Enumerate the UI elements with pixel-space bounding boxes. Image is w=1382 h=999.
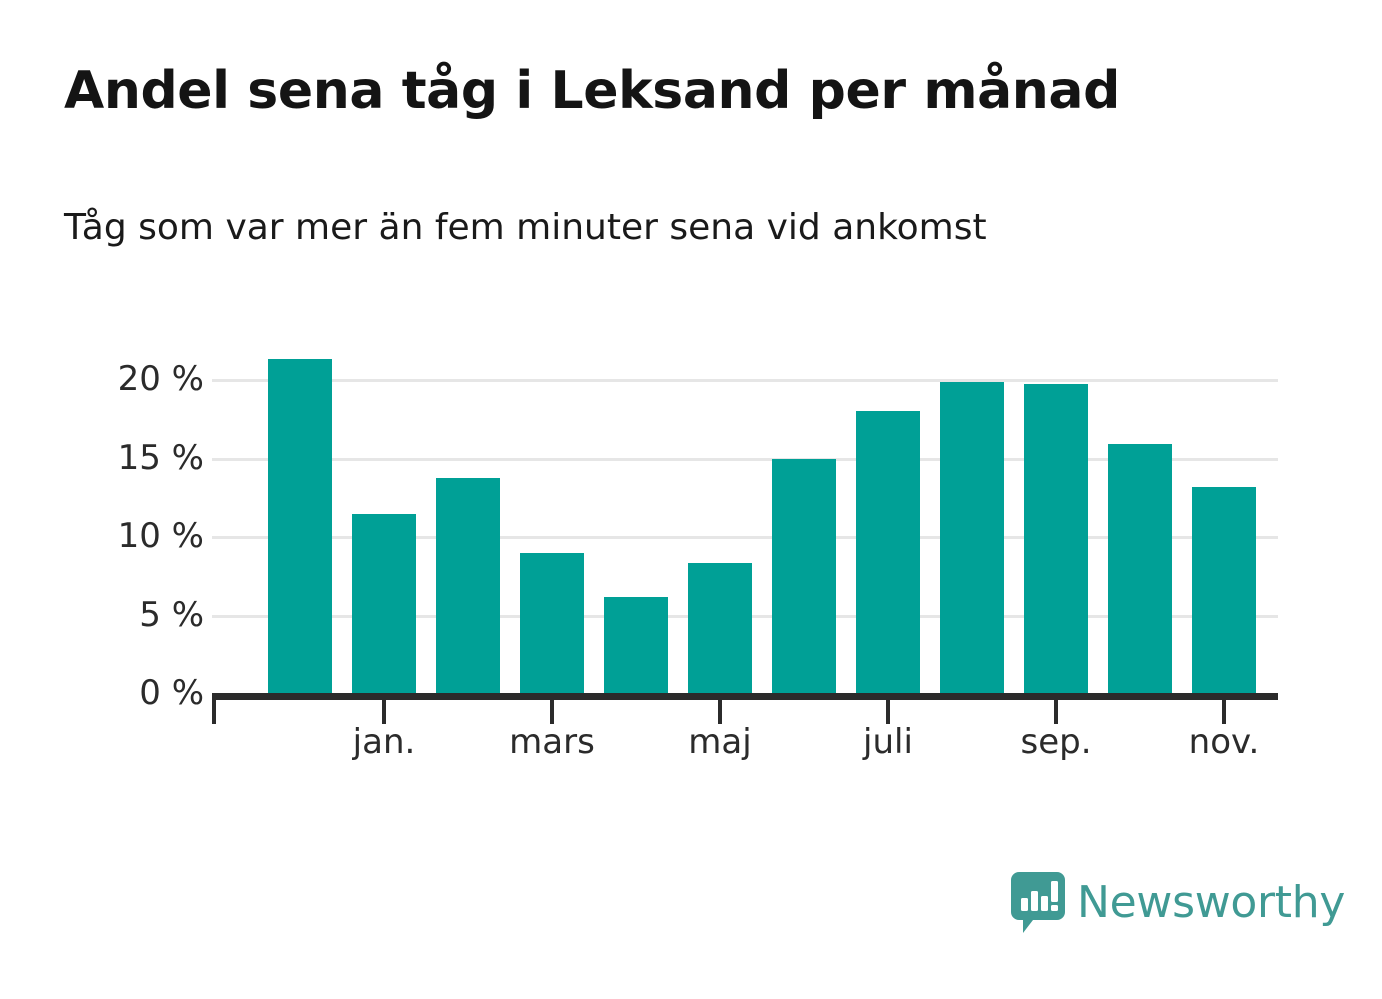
x-axis-tick-label: maj [688,722,752,762]
bar [436,478,500,693]
x-axis-tick [886,700,890,724]
bar [520,553,584,693]
bar [1108,443,1172,693]
bar [1024,383,1088,693]
x-axis-ticks [212,700,1278,724]
y-axis-tick-label: 5 % [139,594,204,635]
x-axis-line [212,693,1278,700]
y-axis-tick-label: 0 % [139,673,204,713]
y-axis-tick-label: 15 % [117,437,204,478]
y-axis-tick-label: 10 % [117,516,204,557]
x-axis-labels: jan. mars maj juli sep. nov. [212,722,1278,772]
chart-subtitle: Tåg som var mer än fem minuter sena vid … [64,207,987,248]
x-axis-tick-label: jan. [352,722,416,762]
bar [688,562,752,693]
logo-wordmark: Newsworthy [1077,877,1346,928]
bar [268,358,332,693]
x-axis-tick-label: mars [509,722,595,762]
gridline [212,536,1278,540]
x-axis-tick-label: juli [863,722,913,762]
bars-layer [212,340,1278,693]
x-axis-tick [550,700,554,724]
page-title: Andel sena tåg i Leksand per månad [64,61,1120,121]
x-axis-tick [718,700,722,724]
bar [604,597,668,693]
newsworthy-bubble-chart-icon [1011,872,1065,933]
y-axis-labels: 0 % 5 % 10 % 15 % 20 % [64,340,204,710]
gridline [212,379,1278,383]
bar [772,459,836,693]
bar [856,410,920,693]
plot-area [212,340,1278,700]
x-axis-tick [1222,700,1226,724]
bar [940,382,1004,693]
newsworthy-logo: Newsworthy [1011,872,1345,934]
x-axis-tick [382,700,386,724]
bar [352,514,416,693]
bar [1192,487,1256,693]
y-axis-tick-label: 20 % [117,359,204,400]
gridline [212,457,1278,461]
x-axis-tick [1054,700,1058,724]
x-axis-tick-label: sep. [1020,722,1092,762]
x-axis-tick-label: nov. [1188,722,1260,762]
x-axis-tick [212,700,216,724]
